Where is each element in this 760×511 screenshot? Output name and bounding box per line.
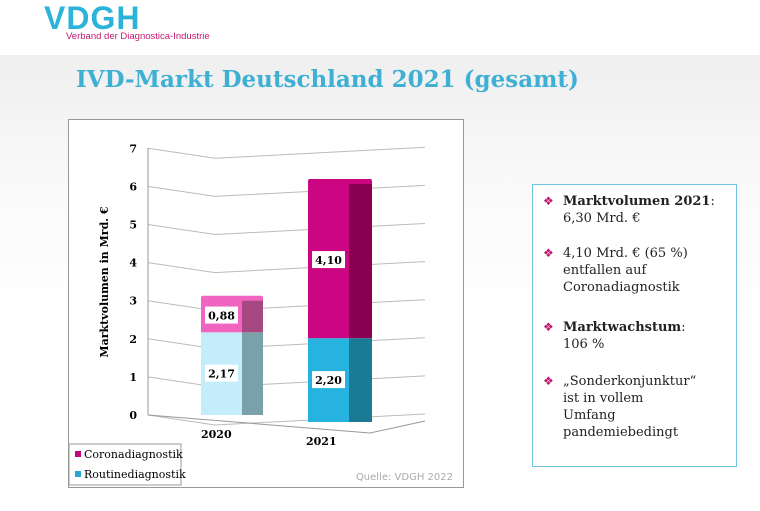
info-box: ❖ Marktvolumen 2021: 6,30 Mrd. € ❖ 4,10 Mrd…: [532, 184, 737, 467]
info-item-corona: ❖ 4,10 Mrd. € (65 %) entfallen auf Corona…: [543, 245, 723, 296]
bar-side-coronadiagnostik: [349, 181, 372, 339]
gridline: [147, 375, 426, 388]
info-text: 4,10 Mrd. € (65 %) entfallen auf Coronad…: [563, 246, 688, 295]
info-text: :: [710, 194, 715, 209]
diamond-bullet-icon: ❖: [543, 194, 554, 208]
y-axis-label: Marktvolumen in Mrd. €: [98, 206, 111, 357]
bar-top: [308, 178, 372, 184]
gridline: [147, 146, 426, 159]
x-axis-floor: [147, 414, 426, 434]
data-label-box: [312, 371, 345, 389]
data-label: 0,88: [208, 310, 235, 323]
bar-side-routinediagnostik: [349, 338, 372, 422]
x-tick-label: 2021: [306, 435, 337, 448]
info-item-volume: ❖ Marktvolumen 2021: 6,30 Mrd. €: [543, 193, 715, 227]
source-label: Quelle: VDGH 2022: [356, 472, 453, 483]
y-tick-label: 6: [129, 180, 137, 193]
info-item-special: ❖ „Sonderkonjunktur“ ist in vollem Umfang…: [543, 373, 697, 441]
y-tick-label: 2: [129, 333, 137, 346]
x-tick-label: 2020: [201, 428, 232, 441]
info-bold: Marktwachstum: [563, 320, 682, 335]
gridline: [147, 261, 426, 274]
legend-label: Routinediagnostik: [84, 468, 186, 481]
y-tick-label: 3: [129, 295, 137, 308]
bar-side-coronadiagnostik: [242, 298, 263, 333]
data-label-box: [312, 251, 345, 269]
gridline: [147, 413, 426, 426]
legend-swatch: [75, 451, 81, 457]
bar-top: [201, 295, 263, 301]
data-label: 2,17: [208, 368, 235, 381]
bar-side-routinediagnostik: [242, 332, 263, 415]
data-label: 2,20: [315, 374, 342, 387]
info-text: :: [681, 320, 686, 335]
info-text: „Sonderkonjunktur“ ist in vollem Umfang …: [563, 374, 697, 440]
diamond-bullet-icon: ❖: [543, 320, 554, 334]
info-text: 106 %: [563, 337, 605, 352]
info-bold: Marktvolumen 2021: [563, 194, 711, 209]
vdgh-logo: VDGH: [44, 0, 141, 36]
info-item-growth: ❖ Marktwachstum: 106 %: [543, 319, 686, 353]
legend-label: Coronadiagnostik: [84, 448, 183, 461]
data-label: 4,10: [315, 254, 342, 267]
gridline: [147, 337, 426, 350]
info-text: 6,30 Mrd. €: [563, 211, 641, 226]
gridline: [147, 299, 426, 312]
gridline: [147, 223, 426, 236]
page-title: IVD-Markt Deutschland 2021 (gesamt): [76, 66, 579, 93]
data-label-box: [205, 364, 238, 382]
diamond-bullet-icon: ❖: [543, 246, 554, 260]
y-tick-label: 1: [129, 371, 137, 384]
data-label-box: [205, 306, 238, 324]
y-tick-label: 7: [129, 142, 137, 155]
y-tick-label: 0: [129, 409, 137, 422]
y-tick-label: 4: [129, 257, 137, 270]
y-tick-label: 5: [129, 219, 137, 232]
gridline: [147, 184, 426, 197]
diamond-bullet-icon: ❖: [543, 374, 554, 388]
logo-subtitle: Verband der Diagnostica-Industrie: [66, 31, 210, 42]
legend: [68, 443, 182, 486]
legend-swatch: [75, 471, 81, 477]
